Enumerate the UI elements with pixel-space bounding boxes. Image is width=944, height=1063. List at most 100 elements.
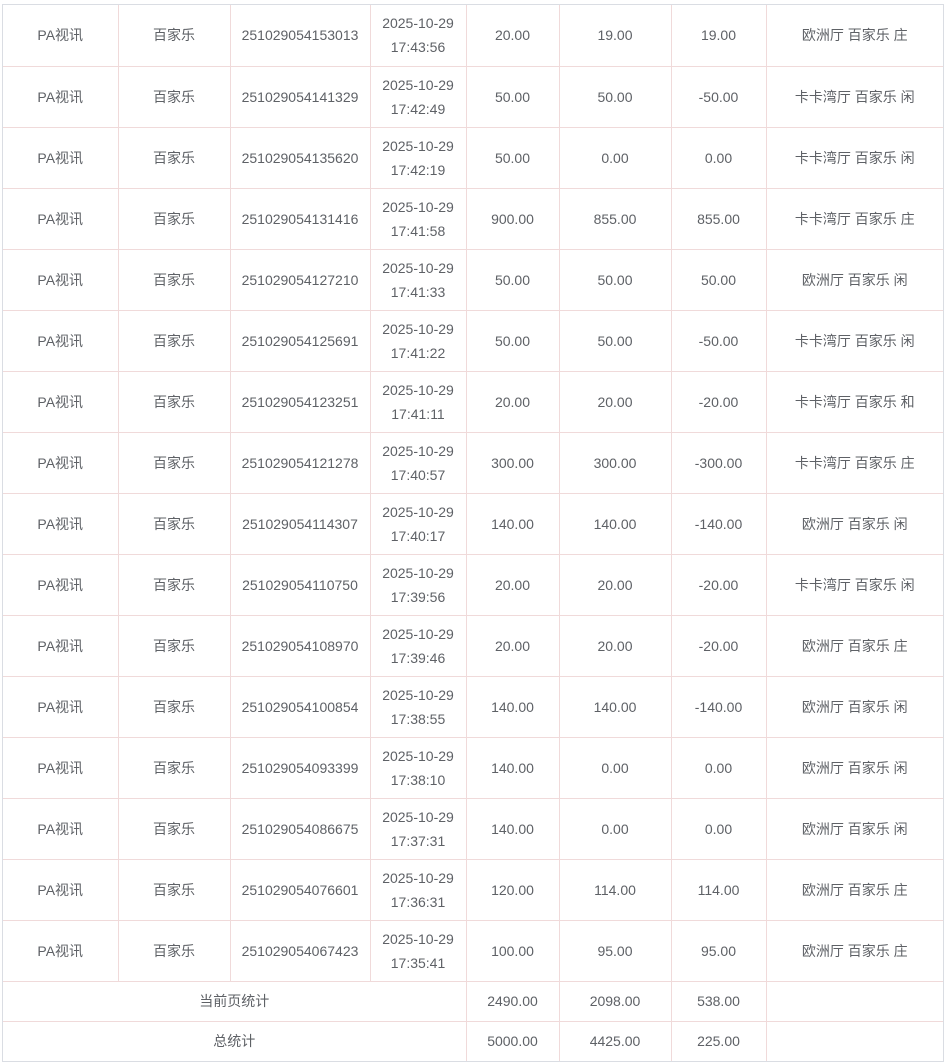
cell-bet-amount: 20.00 — [465, 370, 560, 433]
cell-win-loss: -300.00 — [670, 431, 767, 494]
cell-bet-amount: 300.00 — [465, 431, 560, 494]
cell-platform: PA视讯 — [2, 65, 119, 128]
cell-order-number: 251029054110750 — [229, 553, 371, 616]
cell-game-type: 百家乐 — [117, 614, 231, 677]
cell-order-number: 251029054067423 — [229, 919, 371, 982]
cell-valid-bet: 140.00 — [558, 492, 672, 555]
bet-records-table-container: PA视讯 百家乐 251029054153013 2025-10-29 17:43:5… — [2, 4, 944, 1062]
table-row: PA视讯 百家乐 251029054114307 2025-10-29 17:40:1… — [2, 492, 944, 555]
cell-platform: PA视讯 — [2, 187, 119, 250]
cell-bet-amount: 50.00 — [465, 309, 560, 372]
cell-order-number: 251029054093399 — [229, 736, 371, 799]
cell-bet-amount: 140.00 — [465, 736, 560, 799]
cell-game-type: 百家乐 — [117, 797, 231, 860]
table-row: PA视讯 百家乐 251029054110750 2025-10-29 17:39:5… — [2, 553, 944, 616]
cell-win-loss: -50.00 — [670, 65, 767, 128]
cell-bet-amount: 900.00 — [465, 187, 560, 250]
table-row: PA视讯 百家乐 251029054135620 2025-10-29 17:42:1… — [2, 126, 944, 189]
cell-bet-time: 2025-10-29 17:42:19 — [369, 126, 467, 189]
cell-win-loss: -20.00 — [670, 614, 767, 677]
table-row: PA视讯 百家乐 251029054125691 2025-10-29 17:41:2… — [2, 309, 944, 372]
cell-order-number: 251029054114307 — [229, 492, 371, 555]
cell-game-type: 百家乐 — [117, 126, 231, 189]
table-row: PA视讯 百家乐 251029054131416 2025-10-29 17:41:5… — [2, 187, 944, 250]
cell-game-type: 百家乐 — [117, 431, 231, 494]
table-row: PA视讯 百家乐 251029054121278 2025-10-29 17:40:5… — [2, 431, 944, 494]
cell-bet-amount: 140.00 — [465, 675, 560, 738]
cell-bet-detail: 卡卡湾厅 百家乐 闲 — [765, 65, 944, 128]
cell-valid-bet: 50.00 — [558, 65, 672, 128]
cell-platform: PA视讯 — [2, 614, 119, 677]
cell-platform: PA视讯 — [2, 858, 119, 921]
cell-valid-bet: 0.00 — [558, 736, 672, 799]
current-page-winloss-total: 538.00 — [670, 980, 767, 1022]
cell-bet-time: 2025-10-29 17:41:58 — [369, 187, 467, 250]
cell-bet-detail: 欧洲厅 百家乐 庄 — [765, 614, 944, 677]
table-row: PA视讯 百家乐 251029054153013 2025-10-29 17:43:5… — [2, 4, 944, 67]
cell-valid-bet: 114.00 — [558, 858, 672, 921]
cell-bet-detail: 欧洲厅 百家乐 闲 — [765, 675, 944, 738]
cell-bet-time: 2025-10-29 17:39:56 — [369, 553, 467, 616]
cell-platform: PA视讯 — [2, 797, 119, 860]
current-page-summary-label: 当前页统计 — [2, 980, 467, 1022]
cell-bet-amount: 120.00 — [465, 858, 560, 921]
table-row: PA视讯 百家乐 251029054141329 2025-10-29 17:42:4… — [2, 65, 944, 128]
table-row: PA视讯 百家乐 251029054086675 2025-10-29 17:37:3… — [2, 797, 944, 860]
cell-platform: PA视讯 — [2, 309, 119, 372]
cell-valid-bet: 0.00 — [558, 126, 672, 189]
cell-platform: PA视讯 — [2, 919, 119, 982]
cell-win-loss: 95.00 — [670, 919, 767, 982]
cell-order-number: 251029054086675 — [229, 797, 371, 860]
grand-total-summary-row: 总统计 5000.00 4425.00 225.00 — [2, 1020, 944, 1062]
grand-total-summary-label: 总统计 — [2, 1020, 467, 1062]
cell-bet-time: 2025-10-29 17:37:31 — [369, 797, 467, 860]
cell-bet-detail: 卡卡湾厅 百家乐 闲 — [765, 553, 944, 616]
cell-bet-time: 2025-10-29 17:41:33 — [369, 248, 467, 311]
grand-total-valid: 4425.00 — [558, 1020, 672, 1062]
cell-bet-amount: 20.00 — [465, 553, 560, 616]
cell-order-number: 251029054123251 — [229, 370, 371, 433]
cell-win-loss: -20.00 — [670, 370, 767, 433]
cell-bet-amount: 140.00 — [465, 797, 560, 860]
cell-bet-time: 2025-10-29 17:38:55 — [369, 675, 467, 738]
cell-order-number: 251029054108970 — [229, 614, 371, 677]
cell-game-type: 百家乐 — [117, 492, 231, 555]
cell-bet-time: 2025-10-29 17:41:11 — [369, 370, 467, 433]
cell-win-loss: 19.00 — [670, 4, 767, 67]
cell-game-type: 百家乐 — [117, 370, 231, 433]
cell-platform: PA视讯 — [2, 370, 119, 433]
cell-bet-detail: 欧洲厅 百家乐 庄 — [765, 919, 944, 982]
cell-order-number: 251029054100854 — [229, 675, 371, 738]
cell-platform: PA视讯 — [2, 126, 119, 189]
cell-bet-amount: 50.00 — [465, 126, 560, 189]
table-row: PA视讯 百家乐 251029054127210 2025-10-29 17:41:3… — [2, 248, 944, 311]
cell-bet-detail: 卡卡湾厅 百家乐 闲 — [765, 126, 944, 189]
cell-order-number: 251029054127210 — [229, 248, 371, 311]
cell-bet-amount: 50.00 — [465, 65, 560, 128]
cell-order-number: 251029054135620 — [229, 126, 371, 189]
cell-bet-detail: 欧洲厅 百家乐 闲 — [765, 797, 944, 860]
cell-game-type: 百家乐 — [117, 4, 231, 67]
cell-game-type: 百家乐 — [117, 675, 231, 738]
grand-total-winloss: 225.00 — [670, 1020, 767, 1062]
current-page-bet-total: 2490.00 — [465, 980, 560, 1022]
cell-bet-detail: 欧洲厅 百家乐 闲 — [765, 736, 944, 799]
cell-game-type: 百家乐 — [117, 309, 231, 372]
current-page-summary-empty-cell — [765, 980, 944, 1022]
cell-valid-bet: 50.00 — [558, 309, 672, 372]
cell-win-loss: 50.00 — [670, 248, 767, 311]
cell-bet-detail: 欧洲厅 百家乐 闲 — [765, 248, 944, 311]
cell-order-number: 251029054141329 — [229, 65, 371, 128]
cell-bet-time: 2025-10-29 17:38:10 — [369, 736, 467, 799]
cell-bet-amount: 50.00 — [465, 248, 560, 311]
cell-bet-time: 2025-10-29 17:43:56 — [369, 4, 467, 67]
cell-bet-amount: 100.00 — [465, 919, 560, 982]
cell-bet-time: 2025-10-29 17:35:41 — [369, 919, 467, 982]
cell-win-loss: -50.00 — [670, 309, 767, 372]
cell-bet-detail: 卡卡湾厅 百家乐 庄 — [765, 431, 944, 494]
cell-game-type: 百家乐 — [117, 65, 231, 128]
grand-total-bet: 5000.00 — [465, 1020, 560, 1062]
cell-platform: PA视讯 — [2, 553, 119, 616]
cell-bet-time: 2025-10-29 17:36:31 — [369, 858, 467, 921]
grand-total-summary-empty-cell — [765, 1020, 944, 1062]
